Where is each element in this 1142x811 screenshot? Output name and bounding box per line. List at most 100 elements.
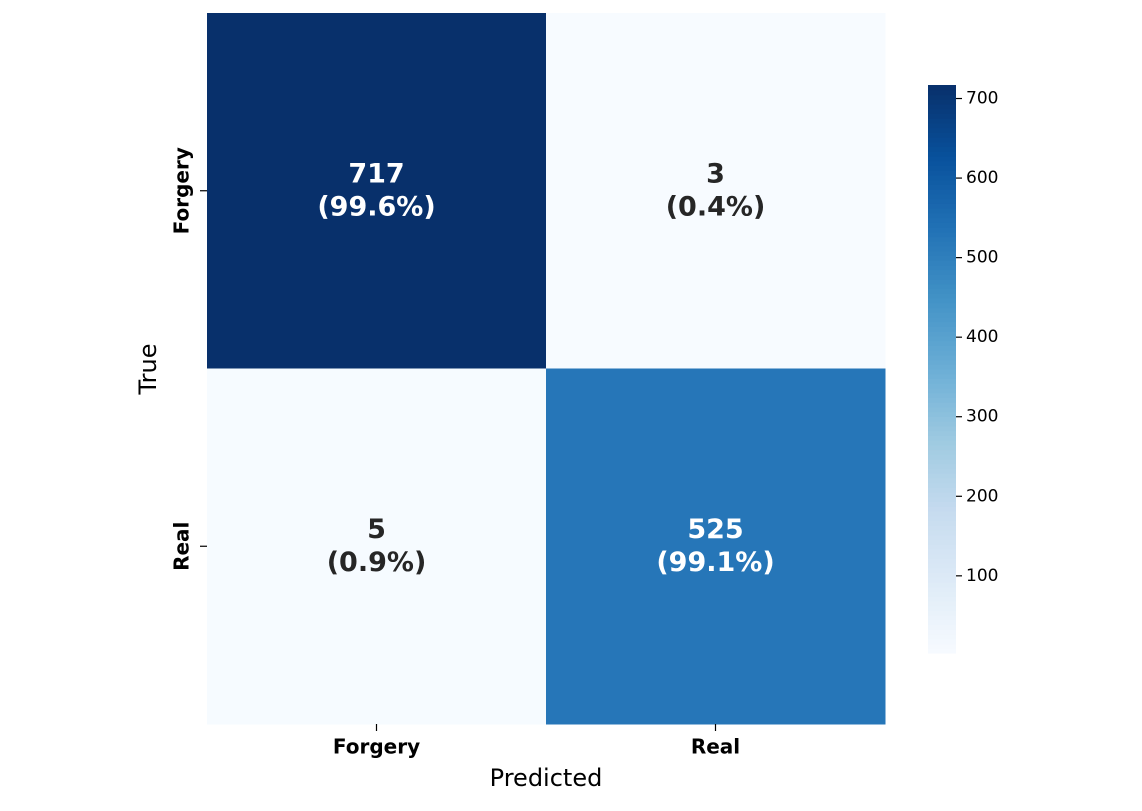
colorbar-segment bbox=[928, 520, 956, 526]
colorbar-segment bbox=[928, 397, 956, 403]
colorbar-segment bbox=[928, 416, 956, 422]
colorbar-segment bbox=[928, 89, 956, 96]
y-tick-label: Forgery bbox=[170, 147, 194, 234]
colorbar-segment bbox=[928, 605, 956, 611]
colorbar-segment bbox=[928, 387, 956, 394]
colorbar-segment bbox=[928, 492, 956, 498]
heatmap-cell bbox=[546, 368, 886, 725]
colorbar-segment bbox=[928, 203, 956, 209]
colorbar-segment bbox=[928, 184, 956, 190]
colorbar-segment bbox=[928, 255, 956, 261]
cell-percent: (99.6%) bbox=[317, 191, 435, 222]
colorbar-segment bbox=[928, 638, 956, 645]
x-tick-label: Forgery bbox=[333, 735, 420, 759]
colorbar-segment bbox=[928, 525, 956, 531]
colorbar-segment bbox=[928, 350, 956, 356]
colorbar-segment bbox=[928, 217, 956, 223]
colorbar-segment bbox=[928, 373, 956, 380]
colorbar-tick-label: 100 bbox=[966, 566, 998, 586]
colorbar-segment bbox=[928, 345, 956, 351]
x-tick-label: Real bbox=[691, 735, 740, 759]
colorbar-segment bbox=[928, 260, 956, 266]
colorbar-segment bbox=[928, 156, 956, 162]
colorbar-tick-label: 700 bbox=[966, 89, 998, 109]
colorbar-segment bbox=[928, 122, 956, 129]
colorbar-segment bbox=[928, 629, 956, 635]
colorbar-segment bbox=[928, 212, 956, 219]
colorbar-segment bbox=[928, 137, 956, 143]
cell-percent: (0.4%) bbox=[666, 191, 766, 222]
colorbar-segment bbox=[928, 85, 956, 91]
colorbar-segment bbox=[928, 208, 956, 214]
colorbar-segment bbox=[928, 610, 956, 616]
colorbar-segment bbox=[928, 283, 956, 290]
colorbar-segment bbox=[928, 615, 956, 621]
colorbar-segment bbox=[928, 596, 956, 602]
colorbar-segment bbox=[928, 146, 956, 152]
colorbar-segment bbox=[928, 501, 956, 507]
colorbar-segment bbox=[928, 567, 956, 574]
colorbar-segment bbox=[928, 160, 956, 167]
colorbar-segment bbox=[928, 496, 956, 503]
colorbar-segment bbox=[928, 378, 956, 384]
colorbar-segment bbox=[928, 151, 956, 157]
colorbar-segment bbox=[928, 392, 956, 398]
colorbar-segment bbox=[928, 515, 956, 522]
colorbar-segment bbox=[928, 193, 956, 200]
colorbar-segment bbox=[928, 487, 956, 493]
colorbar-segment bbox=[928, 335, 956, 342]
colorbar-segment bbox=[928, 444, 956, 451]
cell-percent: (0.9%) bbox=[327, 547, 427, 578]
colorbar-segment bbox=[928, 643, 956, 649]
colorbar-segment bbox=[928, 582, 956, 588]
colorbar-segment bbox=[928, 354, 956, 361]
colorbar-segment bbox=[928, 383, 956, 389]
colorbar-segment bbox=[928, 298, 956, 304]
cell-percent: (99.1%) bbox=[656, 547, 774, 578]
colorbar-segment bbox=[928, 174, 956, 181]
colorbar-tick-label: 300 bbox=[966, 407, 998, 427]
colorbar-segment bbox=[928, 179, 956, 185]
colorbar-segment bbox=[928, 340, 956, 346]
colorbar-segment bbox=[928, 648, 956, 654]
y-tick-label: Real bbox=[170, 522, 194, 571]
heatmap-cell bbox=[207, 13, 547, 369]
colorbar-segment bbox=[928, 440, 956, 446]
colorbar-segment bbox=[928, 222, 956, 228]
colorbar-segment bbox=[928, 539, 956, 545]
colorbar-segment bbox=[928, 577, 956, 583]
cell-value: 5 bbox=[367, 514, 386, 545]
colorbar-segment bbox=[928, 421, 956, 427]
colorbar-segment bbox=[928, 364, 956, 370]
colorbar-segment bbox=[928, 316, 956, 323]
colorbar-segment bbox=[928, 108, 956, 114]
colorbar-segment bbox=[928, 170, 956, 176]
colorbar-segment bbox=[928, 586, 956, 593]
colorbar-segment bbox=[928, 544, 956, 550]
colorbar-segment bbox=[928, 449, 956, 455]
colorbar-segment bbox=[928, 113, 956, 119]
colorbar-tick-label: 400 bbox=[966, 327, 998, 347]
colorbar-segment bbox=[928, 312, 956, 318]
colorbar-tick-label: 200 bbox=[966, 486, 998, 506]
heatmap-cell bbox=[546, 13, 886, 369]
colorbar-segment bbox=[928, 198, 956, 204]
colorbar-segment bbox=[928, 506, 956, 512]
colorbar-segment bbox=[928, 482, 956, 488]
colorbar-segment bbox=[928, 458, 956, 465]
colorbar-segment bbox=[928, 189, 956, 195]
colorbar-segment bbox=[928, 99, 956, 105]
colorbar-segment bbox=[928, 241, 956, 247]
colorbar-segment bbox=[928, 231, 956, 238]
colorbar-segment bbox=[928, 624, 956, 630]
colorbar-tick-label: 500 bbox=[966, 248, 998, 268]
colorbar-segment bbox=[928, 369, 956, 375]
colorbar-segment bbox=[928, 103, 956, 110]
colorbar-segment bbox=[928, 529, 956, 536]
colorbar-segment bbox=[928, 435, 956, 441]
heatmap-cell bbox=[207, 368, 547, 725]
colorbar-segment bbox=[928, 548, 956, 555]
colorbar-segment bbox=[928, 511, 956, 517]
colorbar-segment bbox=[928, 359, 956, 365]
